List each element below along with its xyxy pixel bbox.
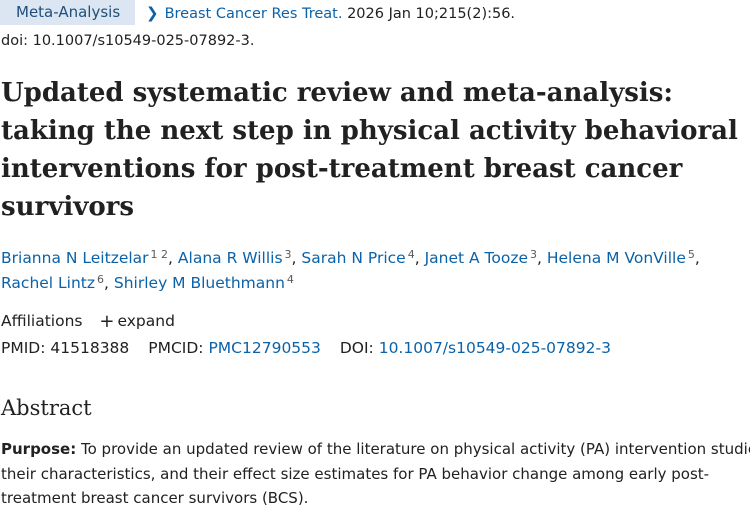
- title-line: taking the next step in physical activit…: [1, 116, 738, 146]
- article-type-badge[interactable]: Meta-Analysis: [0, 0, 135, 25]
- author-link[interactable]: Brianna N Leitzelar: [1, 249, 149, 267]
- authors-line-2: Rachel Lintz 6, Shirley M Bluethmann 4: [1, 273, 294, 292]
- article-title: Updated systematic review and meta-analy…: [1, 74, 746, 226]
- doi-line: doi: 10.1007/s10549-025-07892-3.: [1, 33, 255, 49]
- citation-details: 2026 Jan 10;215(2):56.: [342, 6, 516, 22]
- author-link[interactable]: Janet A Tooze: [424, 249, 528, 267]
- author-affiliation-ref[interactable]: 3: [284, 248, 292, 261]
- author-link[interactable]: Shirley M Bluethmann: [113, 274, 285, 292]
- abstract-text: To provide an updated review of the lite…: [76, 440, 750, 458]
- pmid-value: 41518388: [50, 339, 130, 357]
- author-link[interactable]: Helena M VonVille: [546, 249, 686, 267]
- author-affiliation-ref[interactable]: 5: [687, 248, 695, 261]
- author-affiliation-ref[interactable]: 3: [530, 248, 537, 261]
- doi-label: DOI:: [339, 339, 374, 357]
- abstract-heading: Abstract: [1, 396, 92, 420]
- affiliations-row: Affiliations + expand: [1, 311, 175, 332]
- author-affiliation-ref[interactable]: 1 2: [150, 248, 169, 261]
- title-line: interventions for post-treatment breast …: [1, 154, 683, 184]
- chevron-right-icon: ❯: [146, 4, 159, 22]
- author-link[interactable]: Rachel Lintz: [1, 274, 96, 292]
- title-line: Updated systematic review and meta-analy…: [1, 78, 673, 108]
- expand-label: expand: [117, 312, 175, 330]
- author-affiliation-ref[interactable]: 4: [407, 248, 415, 261]
- author-link[interactable]: Alana R Willis: [177, 249, 283, 267]
- title-line: survivors: [1, 192, 135, 222]
- pmid-label: PMID:: [1, 339, 46, 357]
- doi-link[interactable]: 10.1007/s10549-025-07892-3: [378, 339, 611, 357]
- author-affiliation-ref[interactable]: 4: [286, 273, 294, 286]
- affiliations-label: Affiliations: [1, 312, 83, 330]
- pmcid-link[interactable]: PMC12790553: [208, 339, 321, 357]
- pmcid-label: PMCID:: [148, 339, 204, 357]
- authors-line-1: Brianna N Leitzelar 1 2, Alana R Willis 3,…: [1, 248, 700, 267]
- author-link[interactable]: Sarah N Price: [301, 249, 406, 267]
- author-affiliation-ref[interactable]: 6: [97, 273, 105, 286]
- plus-icon: +: [99, 311, 115, 332]
- abstract-line: treatment breast cancer survivors (BCS).: [1, 489, 309, 507]
- expand-affiliations-button[interactable]: + expand: [87, 311, 175, 332]
- abstract-line: Purpose: To provide an updated review of…: [1, 440, 750, 458]
- journal-link[interactable]: Breast Cancer Res Treat.: [164, 6, 343, 22]
- article-identifiers: PMID: 41518388 PMCID: PMC12790553 DOI: 1…: [1, 339, 611, 357]
- abstract-line: their characteristics, and their effect …: [1, 465, 710, 483]
- journal-citation: ❯ Breast Cancer Res Treat. 2026 Jan 10;21…: [146, 4, 515, 22]
- purpose-label: Purpose:: [1, 440, 77, 458]
